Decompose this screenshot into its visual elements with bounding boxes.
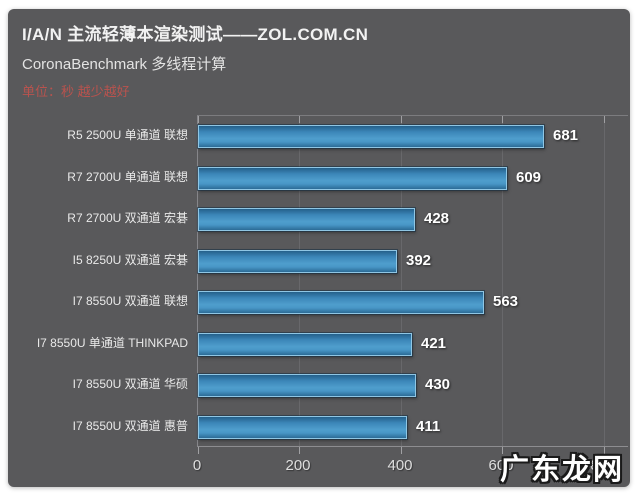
axis-tick xyxy=(401,116,402,123)
value-label: 411 xyxy=(416,418,441,435)
bar xyxy=(198,125,544,148)
bar-row: 411 xyxy=(198,416,629,439)
axis-tick xyxy=(299,447,300,454)
gridline xyxy=(401,116,402,446)
category-label: I5 8250U 双通道 宏碁 xyxy=(72,252,188,267)
chart-panel: I/A/N 主流轻薄本渲染测试——ZOL.COM.CN CoronaBenchm… xyxy=(8,9,630,487)
category-label: I7 8550U 单通道 THINKPAD xyxy=(36,335,188,350)
plot-area: 681 609 428 392 563 421 430 411 xyxy=(197,115,629,454)
bar xyxy=(198,166,507,190)
category-label: R7 2700U 单通道 联想 xyxy=(67,169,188,184)
value-label: 428 xyxy=(424,210,450,228)
bar-row: 421 xyxy=(198,332,629,356)
bar xyxy=(198,332,412,356)
axis-tick xyxy=(604,447,605,454)
chart-title: I/A/N 主流轻薄本渲染测试——ZOL.COM.CN xyxy=(22,25,369,44)
chart-subtitle: CoronaBenchmark 多线程计算 xyxy=(22,56,227,73)
axis-tick xyxy=(502,447,503,454)
bar-row: 430 xyxy=(198,374,629,398)
value-label: 609 xyxy=(516,168,542,186)
x-axis-tick-label: 0 xyxy=(192,457,202,474)
category-label: R5 2500U 单通道 联想 xyxy=(67,128,188,142)
bar-row: 681 xyxy=(198,125,629,148)
gridline xyxy=(604,116,605,446)
category-label: R7 2700U 双通道 宏碁 xyxy=(67,211,188,226)
value-label: 392 xyxy=(406,251,432,269)
bar-row: 563 xyxy=(198,291,629,315)
axis-tick xyxy=(604,116,605,123)
value-label: 430 xyxy=(425,376,451,394)
axis-tick xyxy=(299,116,300,123)
bar-row: 428 xyxy=(198,208,629,232)
value-label: 421 xyxy=(421,334,447,352)
category-label: I7 8550U 双通道 惠普 xyxy=(72,419,188,433)
bar xyxy=(198,249,397,273)
x-axis-tick-label: 600 xyxy=(488,457,514,474)
bar-row: 609 xyxy=(198,166,629,190)
value-label: 681 xyxy=(553,127,579,144)
x-axis-tick-label: 400 xyxy=(387,457,413,474)
x-axis-tick-label: 800 xyxy=(590,457,616,474)
unit-note: 单位：秒 越少越好 xyxy=(22,84,130,99)
bar xyxy=(198,416,407,439)
bar xyxy=(198,291,484,315)
x-axis-tick-label: 200 xyxy=(285,457,311,474)
value-label: 563 xyxy=(493,293,519,311)
axis-tick xyxy=(198,116,199,123)
gridline xyxy=(299,116,300,446)
category-label: I7 8550U 双通道 华硕 xyxy=(72,377,188,392)
axis-tick xyxy=(502,116,503,123)
bar xyxy=(198,374,416,398)
axis-tick xyxy=(198,447,199,454)
bar xyxy=(198,208,415,232)
watermark: 广东龙网 xyxy=(500,454,625,486)
category-label: I7 8550U 双通道 联想 xyxy=(72,294,188,309)
bar-row: 392 xyxy=(198,249,629,273)
axis-tick xyxy=(401,447,402,454)
gridline xyxy=(502,116,503,446)
